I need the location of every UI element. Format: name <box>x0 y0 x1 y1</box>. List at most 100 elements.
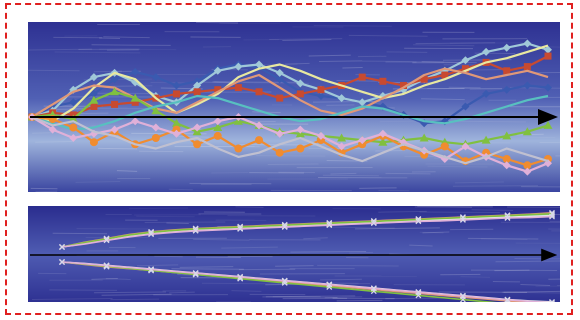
sea-background <box>28 206 560 302</box>
diamond-marker <box>213 66 222 75</box>
wave-streak <box>28 48 93 51</box>
wave-streak <box>269 38 343 41</box>
square-marker <box>544 52 552 60</box>
diamond-marker <box>213 117 222 126</box>
upper-bundle-path-5 <box>61 215 553 248</box>
x-marker <box>370 285 377 292</box>
wave-streak <box>235 206 264 209</box>
x-marker <box>237 274 244 280</box>
wave-streak <box>514 257 560 260</box>
wave-streak <box>49 289 118 291</box>
wave-streak <box>452 185 539 187</box>
wave-streak <box>110 298 160 301</box>
x-marker <box>281 277 288 284</box>
wave-streak <box>284 62 310 65</box>
wave-streak <box>551 230 560 232</box>
square-marker <box>172 90 180 98</box>
lower-bundle-path-4 <box>61 261 497 302</box>
wave-streak <box>467 237 539 240</box>
square-marker <box>296 90 304 98</box>
square-marker <box>461 65 469 73</box>
diamond-marker <box>378 129 387 138</box>
square-marker <box>214 86 222 94</box>
wave-streak <box>359 187 397 189</box>
x-marker <box>459 293 466 299</box>
wave-streak <box>98 147 138 150</box>
wave-streak <box>265 295 356 298</box>
wave-streak <box>417 206 493 208</box>
diamond-marker <box>193 81 202 90</box>
triangle-marker <box>89 95 99 104</box>
triangle-marker <box>522 127 532 136</box>
x-marker <box>281 224 288 230</box>
walk-path-10 <box>31 115 549 165</box>
diamond-marker <box>523 81 532 90</box>
upper-bundle-path-4 <box>61 213 553 248</box>
wave-streak <box>460 276 491 278</box>
wave-streak <box>282 39 332 42</box>
x-marker <box>549 298 555 302</box>
circle-marker <box>234 144 243 153</box>
diamond-marker <box>337 142 346 151</box>
circle-marker <box>502 155 511 163</box>
diamond-marker <box>48 125 57 134</box>
wave-streak <box>35 140 73 143</box>
circle-marker <box>172 125 181 134</box>
wave-streak <box>195 22 239 24</box>
diamond-marker <box>358 136 367 145</box>
wave-streak <box>385 297 448 300</box>
walk-path-5 <box>31 67 549 118</box>
diamond-marker <box>193 77 202 86</box>
diamond-marker <box>275 129 284 138</box>
diamond-marker <box>399 85 408 94</box>
circle-marker <box>193 140 202 149</box>
wave-streak <box>355 227 440 230</box>
wave-streak <box>231 290 262 292</box>
wave-streak <box>201 282 280 285</box>
square-marker <box>276 94 284 102</box>
walk-path-9 <box>31 115 549 173</box>
square-marker <box>90 103 98 110</box>
walk-path-8 <box>31 115 549 167</box>
wave-streak <box>103 36 150 39</box>
circle-marker <box>69 123 78 132</box>
wave-streak <box>312 100 381 103</box>
x-marker <box>415 218 422 225</box>
diamond-marker <box>337 94 346 103</box>
x-marker <box>148 231 155 238</box>
wave-streak <box>326 104 355 106</box>
circle-marker <box>358 140 367 149</box>
triangle-marker <box>130 93 140 102</box>
wave-streak <box>421 61 464 63</box>
wave-streak <box>221 246 278 249</box>
diamond-marker <box>461 56 470 65</box>
wave-streak <box>507 206 560 208</box>
diamond-marker <box>275 75 284 84</box>
walk-path-1 <box>31 63 549 125</box>
wave-streak <box>349 251 374 254</box>
diamond-marker <box>461 142 470 151</box>
wave-streak <box>105 278 131 280</box>
wave-streak <box>290 250 367 253</box>
x-marker <box>237 226 244 232</box>
wave-streak <box>129 207 188 210</box>
diamond-marker <box>69 134 78 142</box>
diamond-marker <box>316 92 325 100</box>
wave-streak <box>320 278 362 281</box>
wave-streak <box>324 296 363 299</box>
top-ocean-svg <box>28 22 560 192</box>
diamond-marker <box>544 45 552 54</box>
wave-streak <box>413 44 475 47</box>
x-marker <box>415 289 422 296</box>
wave-streak <box>348 34 428 37</box>
wave-streak <box>322 174 379 177</box>
wave-streak <box>317 264 399 267</box>
wave-streak <box>419 211 500 214</box>
wave-streak <box>480 238 528 240</box>
x-marker <box>504 296 511 302</box>
wave-streak <box>532 71 560 74</box>
wave-streak <box>342 67 363 69</box>
wave-streak <box>154 255 183 258</box>
wave-streak <box>378 210 427 213</box>
wave-streak <box>545 46 560 48</box>
